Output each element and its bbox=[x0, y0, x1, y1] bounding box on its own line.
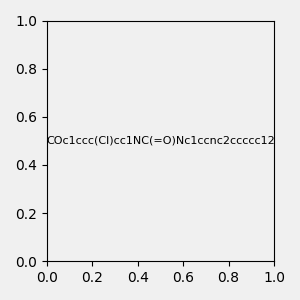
Text: COc1ccc(Cl)cc1NC(=O)Nc1ccnc2ccccc12: COc1ccc(Cl)cc1NC(=O)Nc1ccnc2ccccc12 bbox=[46, 136, 275, 146]
